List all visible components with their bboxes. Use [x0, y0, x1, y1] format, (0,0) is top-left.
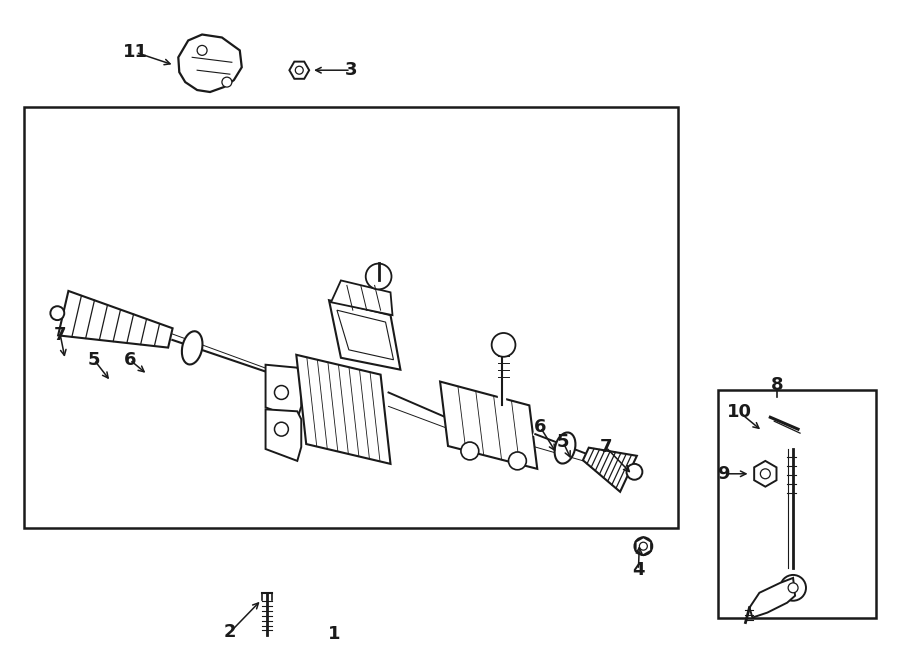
Circle shape — [634, 538, 652, 555]
Text: 3: 3 — [345, 61, 357, 79]
Polygon shape — [440, 381, 537, 469]
Polygon shape — [178, 34, 242, 92]
Text: 9: 9 — [717, 465, 730, 483]
Circle shape — [222, 77, 232, 87]
Text: 6: 6 — [534, 418, 546, 436]
Text: 5: 5 — [88, 351, 100, 369]
Polygon shape — [296, 355, 391, 464]
Polygon shape — [583, 448, 637, 492]
Circle shape — [639, 542, 647, 550]
Polygon shape — [266, 409, 302, 461]
Polygon shape — [635, 538, 651, 555]
Circle shape — [788, 583, 798, 592]
Polygon shape — [754, 461, 777, 487]
Circle shape — [508, 452, 526, 470]
Bar — [717, 389, 877, 618]
Text: 2: 2 — [223, 624, 236, 641]
Text: 10: 10 — [727, 403, 752, 421]
Text: 7: 7 — [54, 326, 67, 344]
Circle shape — [365, 263, 392, 289]
Ellipse shape — [554, 432, 575, 463]
Circle shape — [760, 469, 770, 479]
Circle shape — [491, 333, 516, 357]
Text: 11: 11 — [123, 43, 148, 62]
Text: 6: 6 — [123, 351, 136, 369]
Circle shape — [639, 542, 647, 550]
Circle shape — [780, 575, 806, 600]
Text: 7: 7 — [599, 438, 612, 456]
Ellipse shape — [182, 331, 202, 365]
Circle shape — [197, 46, 207, 56]
Circle shape — [274, 422, 288, 436]
Text: 8: 8 — [771, 375, 784, 393]
Bar — [23, 107, 678, 528]
Circle shape — [50, 307, 64, 320]
Circle shape — [626, 464, 643, 480]
Polygon shape — [329, 301, 400, 369]
Circle shape — [295, 66, 303, 74]
Polygon shape — [331, 281, 392, 315]
Circle shape — [274, 385, 288, 399]
Polygon shape — [290, 62, 310, 79]
Polygon shape — [58, 291, 173, 348]
Polygon shape — [266, 365, 302, 419]
Text: 1: 1 — [328, 626, 340, 643]
Circle shape — [461, 442, 479, 460]
Polygon shape — [337, 310, 393, 359]
Text: 5: 5 — [557, 433, 570, 451]
Text: 4: 4 — [632, 561, 644, 579]
Polygon shape — [750, 578, 795, 618]
